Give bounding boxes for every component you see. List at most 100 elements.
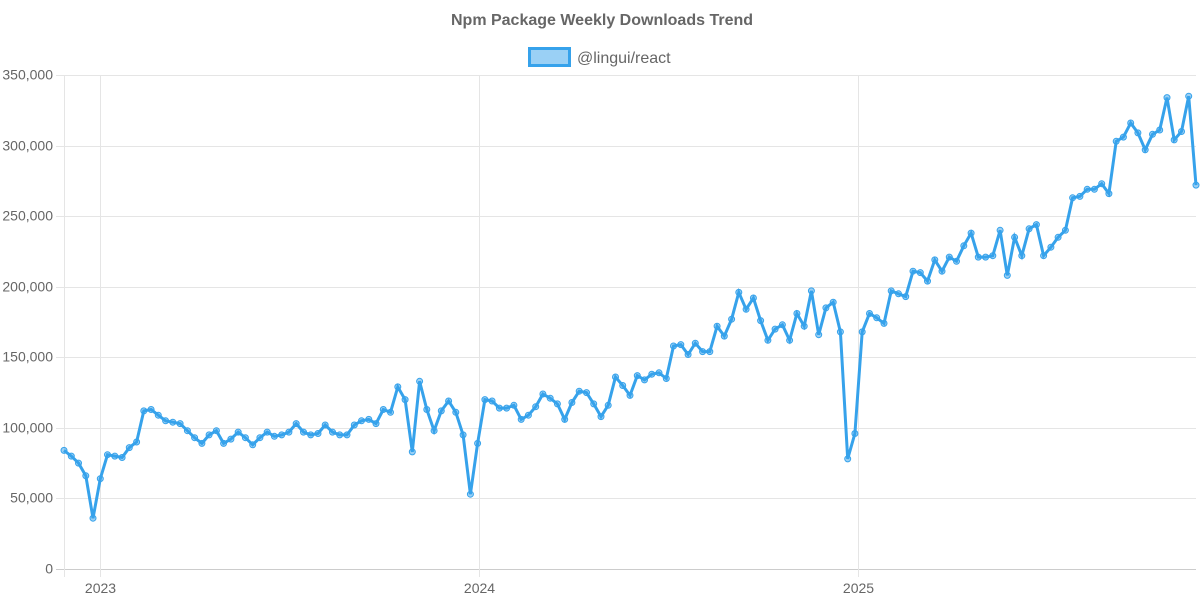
data-point [568, 399, 576, 406]
data-point [1134, 129, 1142, 137]
y-tick-label: 150,000 [2, 349, 53, 365]
data-point [104, 451, 111, 459]
data-point [125, 444, 133, 452]
data-point [1083, 185, 1091, 193]
data-point [742, 305, 750, 313]
data-point [249, 441, 257, 449]
data-point [771, 325, 779, 333]
data-point [633, 372, 641, 380]
y-tick-label: 350,000 [2, 67, 53, 83]
data-point [909, 267, 917, 275]
data-point [662, 375, 670, 382]
data-point [111, 452, 119, 460]
data-point [757, 317, 765, 325]
data-point [220, 439, 228, 447]
data-point [1149, 130, 1156, 138]
data-point [394, 383, 402, 391]
data-point [292, 420, 300, 428]
data-point [706, 348, 714, 356]
data-point [329, 428, 336, 436]
data-point [597, 413, 605, 421]
data-point [408, 448, 416, 456]
data-point [437, 407, 445, 415]
data-point [612, 373, 619, 381]
data-point [198, 439, 206, 447]
data-point [844, 455, 852, 463]
data-point [1054, 233, 1062, 241]
data-point [880, 319, 888, 327]
data-point [575, 387, 583, 395]
legend[interactable]: @lingui/react [528, 47, 672, 68]
data-point [924, 277, 931, 285]
data-point [960, 242, 968, 250]
data-point [945, 253, 953, 261]
data-point [851, 430, 859, 437]
data-point [430, 427, 438, 435]
data-point [684, 351, 692, 358]
data-point [866, 310, 873, 317]
data-point [343, 431, 351, 439]
data-point [793, 310, 801, 317]
data-point [205, 431, 213, 439]
data-point [1156, 126, 1164, 134]
data-point [1105, 190, 1113, 198]
data-point [691, 339, 699, 347]
data-point [452, 408, 460, 416]
data-point [1170, 136, 1178, 144]
data-point [365, 415, 373, 423]
data-point [1090, 185, 1098, 193]
data-point [829, 298, 837, 306]
chart-title: Npm Package Weekly Downloads Trend [451, 12, 753, 29]
data-point [445, 397, 453, 405]
data-point [350, 421, 358, 429]
data-point [401, 396, 409, 404]
data-point [517, 415, 525, 423]
data-point [387, 408, 394, 416]
data-point [321, 421, 329, 429]
data-point [133, 438, 141, 446]
data-point [778, 321, 786, 329]
data-point [234, 428, 242, 436]
data-point [553, 400, 561, 408]
data-point [887, 287, 895, 295]
data-point [162, 417, 170, 425]
data-point [256, 434, 264, 442]
data-point [416, 377, 424, 385]
data-point [169, 418, 177, 426]
data-point [728, 315, 736, 323]
data-point [677, 341, 685, 349]
data-point [1032, 221, 1040, 229]
x-tick-label: 2024 [464, 580, 495, 596]
data-point [227, 435, 235, 443]
data-point [307, 431, 315, 439]
data-point [488, 397, 496, 405]
data-point [1178, 128, 1185, 135]
legend-swatch [528, 47, 571, 67]
data-point [655, 369, 663, 377]
data-point [191, 434, 199, 442]
data-point [314, 430, 322, 437]
data-point [96, 475, 104, 483]
data-point [873, 314, 881, 322]
data-point [626, 391, 634, 399]
y-tick-label: 300,000 [2, 138, 53, 154]
data-point [902, 293, 910, 301]
data-point [699, 348, 707, 356]
data-point [60, 446, 68, 454]
data-point [481, 396, 489, 404]
data-point [1003, 271, 1011, 279]
legend-label: @lingui/react [577, 50, 671, 67]
data-point [1141, 146, 1149, 154]
data-point [503, 404, 511, 412]
y-tick-label: 250,000 [2, 208, 53, 224]
data-point [495, 404, 503, 412]
data-point [1163, 94, 1171, 102]
y-tick-label: 50,000 [10, 490, 53, 506]
series-line [63, 95, 1198, 519]
data-point [931, 256, 939, 264]
data-point [619, 382, 627, 389]
data-point [1192, 181, 1200, 189]
data-point [532, 403, 540, 411]
data-point [372, 420, 380, 428]
data-point [423, 406, 431, 413]
